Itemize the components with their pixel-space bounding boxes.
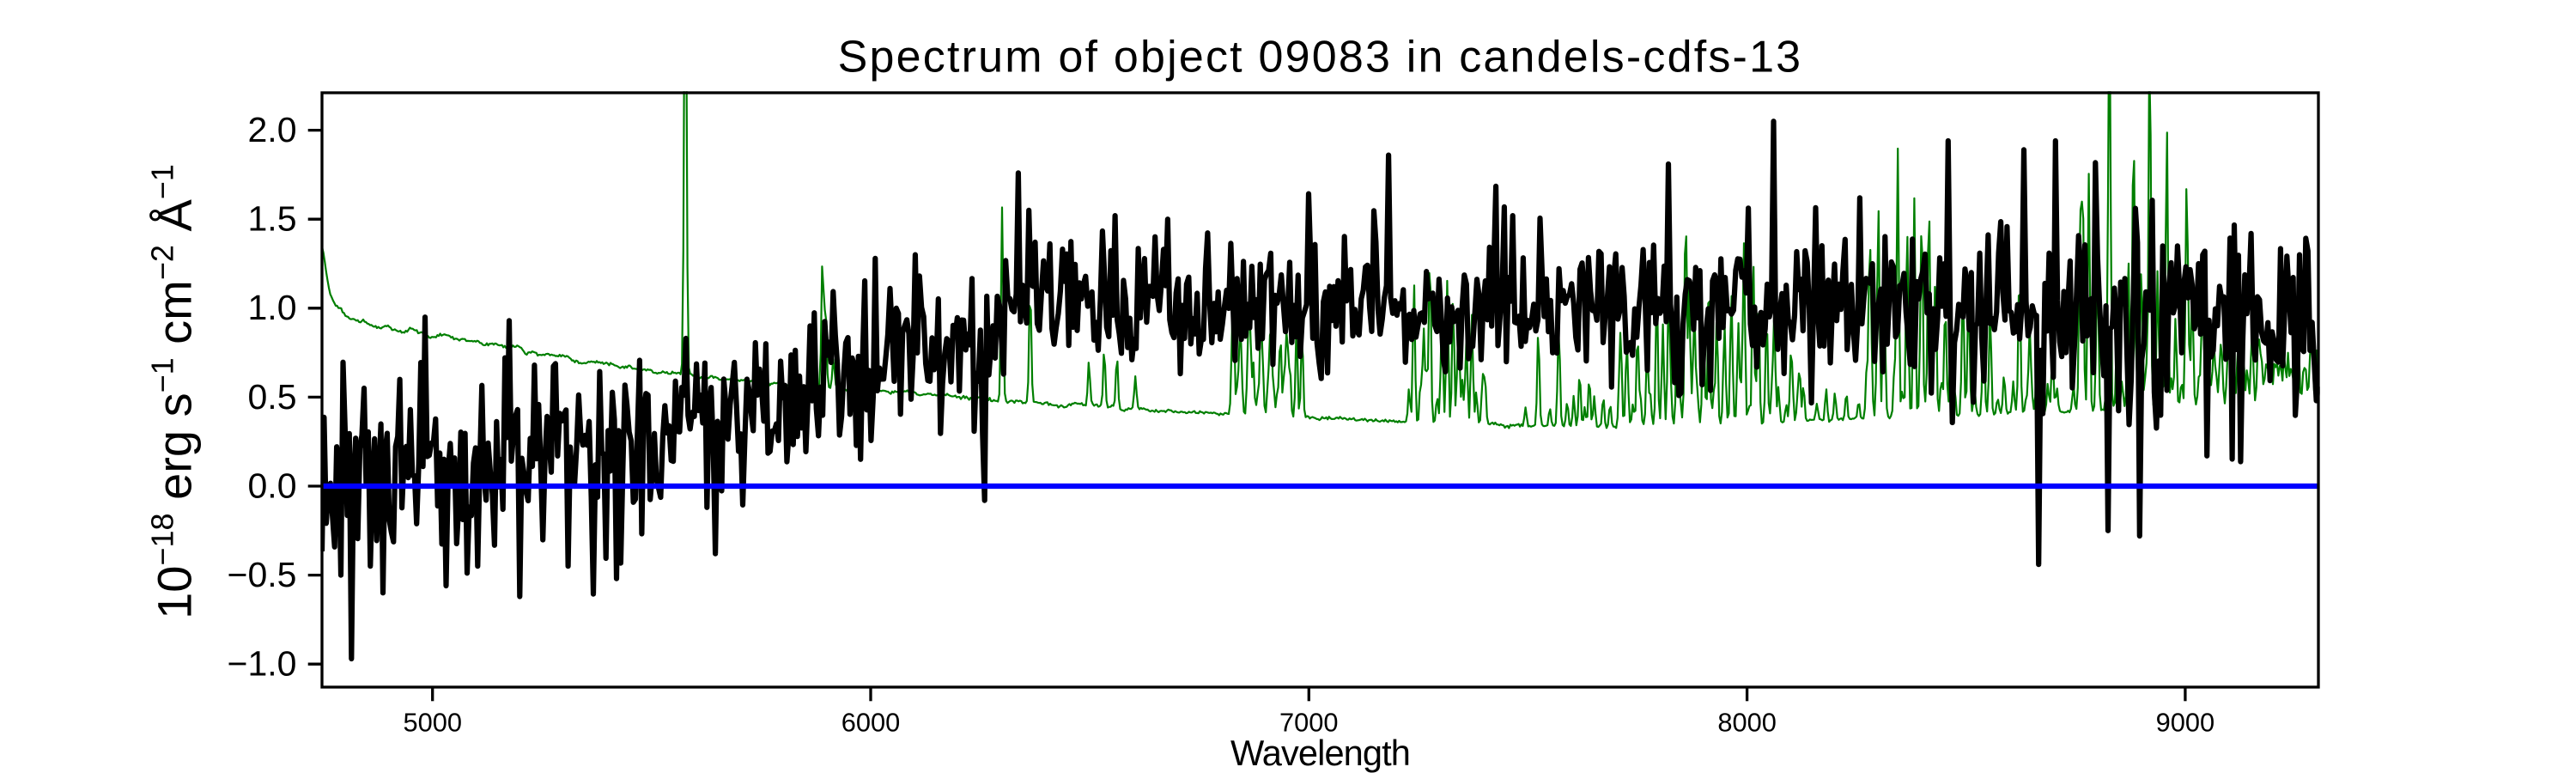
svg-text:1.5: 1.5 (248, 199, 297, 239)
svg-text:9000: 9000 (2156, 708, 2215, 738)
svg-text:0.0: 0.0 (248, 466, 297, 505)
svg-text:2.0: 2.0 (248, 110, 297, 149)
svg-text:5000: 5000 (403, 708, 462, 738)
svg-text:8000: 8000 (1717, 708, 1777, 738)
svg-text:0.5: 0.5 (248, 377, 297, 417)
svg-text:1.0: 1.0 (248, 288, 297, 327)
svg-text:Wavelength: Wavelength (1230, 733, 1410, 773)
svg-text:−1.0: −1.0 (228, 644, 297, 684)
svg-text:Spectrum of object 09083 in ca: Spectrum of object 09083 in candels-cdfs… (838, 32, 1803, 82)
svg-text:7000: 7000 (1279, 708, 1339, 738)
svg-text:−0.5: −0.5 (228, 555, 297, 594)
svg-text:6000: 6000 (841, 708, 901, 738)
